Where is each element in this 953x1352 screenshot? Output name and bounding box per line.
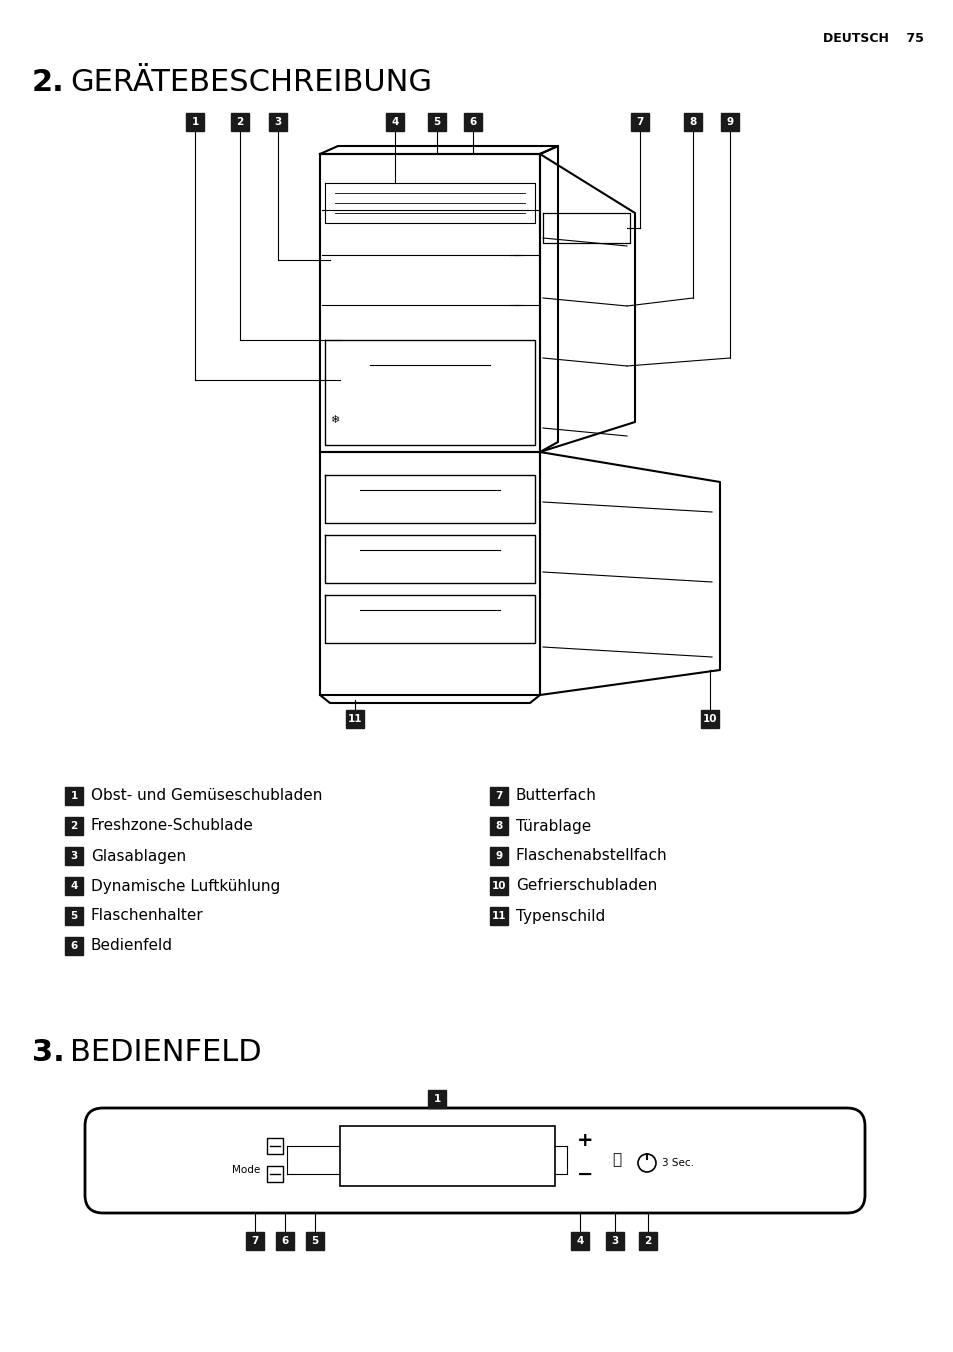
Text: Bedienfeld: Bedienfeld [91,938,172,953]
Text: 10: 10 [702,714,717,725]
Bar [275,1232,294,1251]
Bar [65,877,83,895]
Text: 9: 9 [725,118,733,127]
Text: 9: 9 [495,850,502,861]
Text: ❄: ❄ [330,415,339,425]
Bar [639,1232,657,1251]
Text: 3: 3 [274,118,281,127]
Text: BEDIENFELD: BEDIENFELD [70,1038,261,1067]
Text: Obst- und Gemüseschubladen: Obst- und Gemüseschubladen [91,788,322,803]
Text: 6: 6 [469,118,476,127]
Bar [428,1090,446,1109]
Text: Freshzone-Schublade: Freshzone-Schublade [91,818,253,833]
Text: 3: 3 [611,1236,618,1247]
Text: 1: 1 [71,791,77,800]
Bar [630,114,648,131]
Text: 6: 6 [71,941,77,950]
Bar [346,710,364,727]
Text: 5: 5 [71,911,77,921]
Bar [65,787,83,804]
Bar [463,114,481,131]
Text: Türablage: Türablage [516,818,591,833]
Text: Typenschild: Typenschild [516,909,604,923]
Text: 10: 10 [491,882,506,891]
Bar [186,114,204,131]
Text: Flaschenhalter: Flaschenhalter [91,909,204,923]
Bar [720,114,739,131]
Bar [605,1232,623,1251]
Text: +: + [577,1132,593,1151]
Bar [231,114,249,131]
Text: Mode: Mode [232,1165,260,1175]
Text: 8: 8 [689,118,696,127]
Bar [267,1138,283,1155]
Text: 7: 7 [251,1236,258,1247]
Text: 6: 6 [281,1236,289,1247]
FancyBboxPatch shape [85,1109,864,1213]
Bar [65,817,83,836]
Text: 11: 11 [491,911,506,921]
Bar [386,114,403,131]
Text: 5: 5 [433,118,440,127]
Bar [246,1232,264,1251]
Bar [490,787,507,804]
Text: 1: 1 [192,118,198,127]
Text: 3.: 3. [32,1038,65,1067]
Bar [700,710,719,727]
Text: Gefrierschubladen: Gefrierschubladen [516,879,657,894]
Bar [339,1126,555,1186]
Text: Dynamische Luftkühlung: Dynamische Luftkühlung [91,879,280,894]
Text: Flaschenabstellfach: Flaschenabstellfach [516,849,667,864]
Bar [65,846,83,865]
Text: 4: 4 [71,882,77,891]
Text: 4: 4 [576,1236,583,1247]
Bar [306,1232,324,1251]
Bar [65,937,83,955]
Bar [269,114,287,131]
Text: 11: 11 [348,714,362,725]
Text: 🔔: 🔔 [612,1152,621,1168]
Text: −: − [577,1164,593,1183]
Text: 7: 7 [495,791,502,800]
Bar [428,114,446,131]
Text: 3: 3 [71,850,77,861]
Text: Glasablagen: Glasablagen [91,849,186,864]
Text: DEUTSCH    75: DEUTSCH 75 [822,32,923,45]
Text: 3 Sec.: 3 Sec. [661,1159,693,1168]
Bar [490,877,507,895]
Text: 2: 2 [236,118,243,127]
Text: 2: 2 [71,821,77,831]
Text: 1: 1 [433,1094,440,1105]
Bar [490,817,507,836]
Text: 8: 8 [495,821,502,831]
Text: 2: 2 [643,1236,651,1247]
Text: 5: 5 [311,1236,318,1247]
Text: GERÄTEBESCHREIBUNG: GERÄTEBESCHREIBUNG [70,68,432,97]
Bar [267,1165,283,1182]
Text: Butterfach: Butterfach [516,788,597,803]
Text: 7: 7 [636,118,643,127]
Text: 2.: 2. [32,68,65,97]
Bar [571,1232,588,1251]
Bar [65,907,83,925]
Bar [683,114,701,131]
Bar [490,846,507,865]
Bar [490,907,507,925]
Text: 4: 4 [391,118,398,127]
